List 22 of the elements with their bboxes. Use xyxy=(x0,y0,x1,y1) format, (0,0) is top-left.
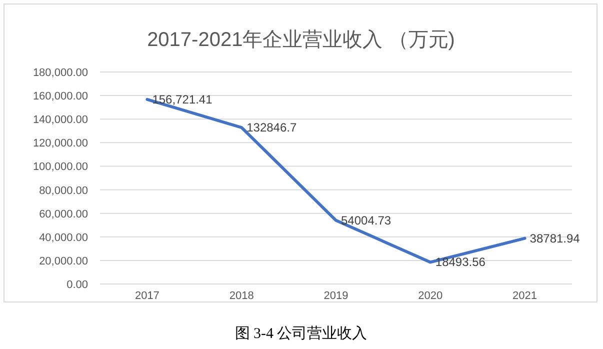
y-tick-label: 100,000.00 xyxy=(32,161,88,174)
y-tick-label: 140,000.00 xyxy=(32,114,88,126)
data-label: 156,721.41 xyxy=(152,92,213,106)
data-label: 18493.56 xyxy=(435,255,486,270)
x-tick-label: 2021 xyxy=(512,290,538,302)
data-label: 38781.94 xyxy=(530,231,580,246)
x-tick-label: 2020 xyxy=(418,290,443,302)
y-tick-label: 0.00 xyxy=(66,279,88,291)
y-tick-label: 160,000.00 xyxy=(32,90,88,103)
y-tick-label: 20,000.00 xyxy=(39,255,88,268)
y-tick-label: 120,000.00 xyxy=(32,138,88,150)
caption: 图 3-4 公司营业收入 xyxy=(234,325,368,342)
y-tick-label: 60,000.00 xyxy=(39,208,88,220)
y-tick-label: 180,000.00 xyxy=(32,67,88,79)
x-tick-label: 2017 xyxy=(134,290,160,302)
y-tick-label: 40,000.00 xyxy=(39,232,88,244)
data-label: 54004.73 xyxy=(341,213,392,228)
data-label: 132846.7 xyxy=(246,120,297,135)
x-tick-label: 2018 xyxy=(229,290,254,302)
x-tick-label: 2019 xyxy=(324,290,348,302)
chart-title: 2017-2021年企业营业收入 （万元) xyxy=(147,29,455,51)
y-tick-label: 80,000.00 xyxy=(39,184,88,197)
